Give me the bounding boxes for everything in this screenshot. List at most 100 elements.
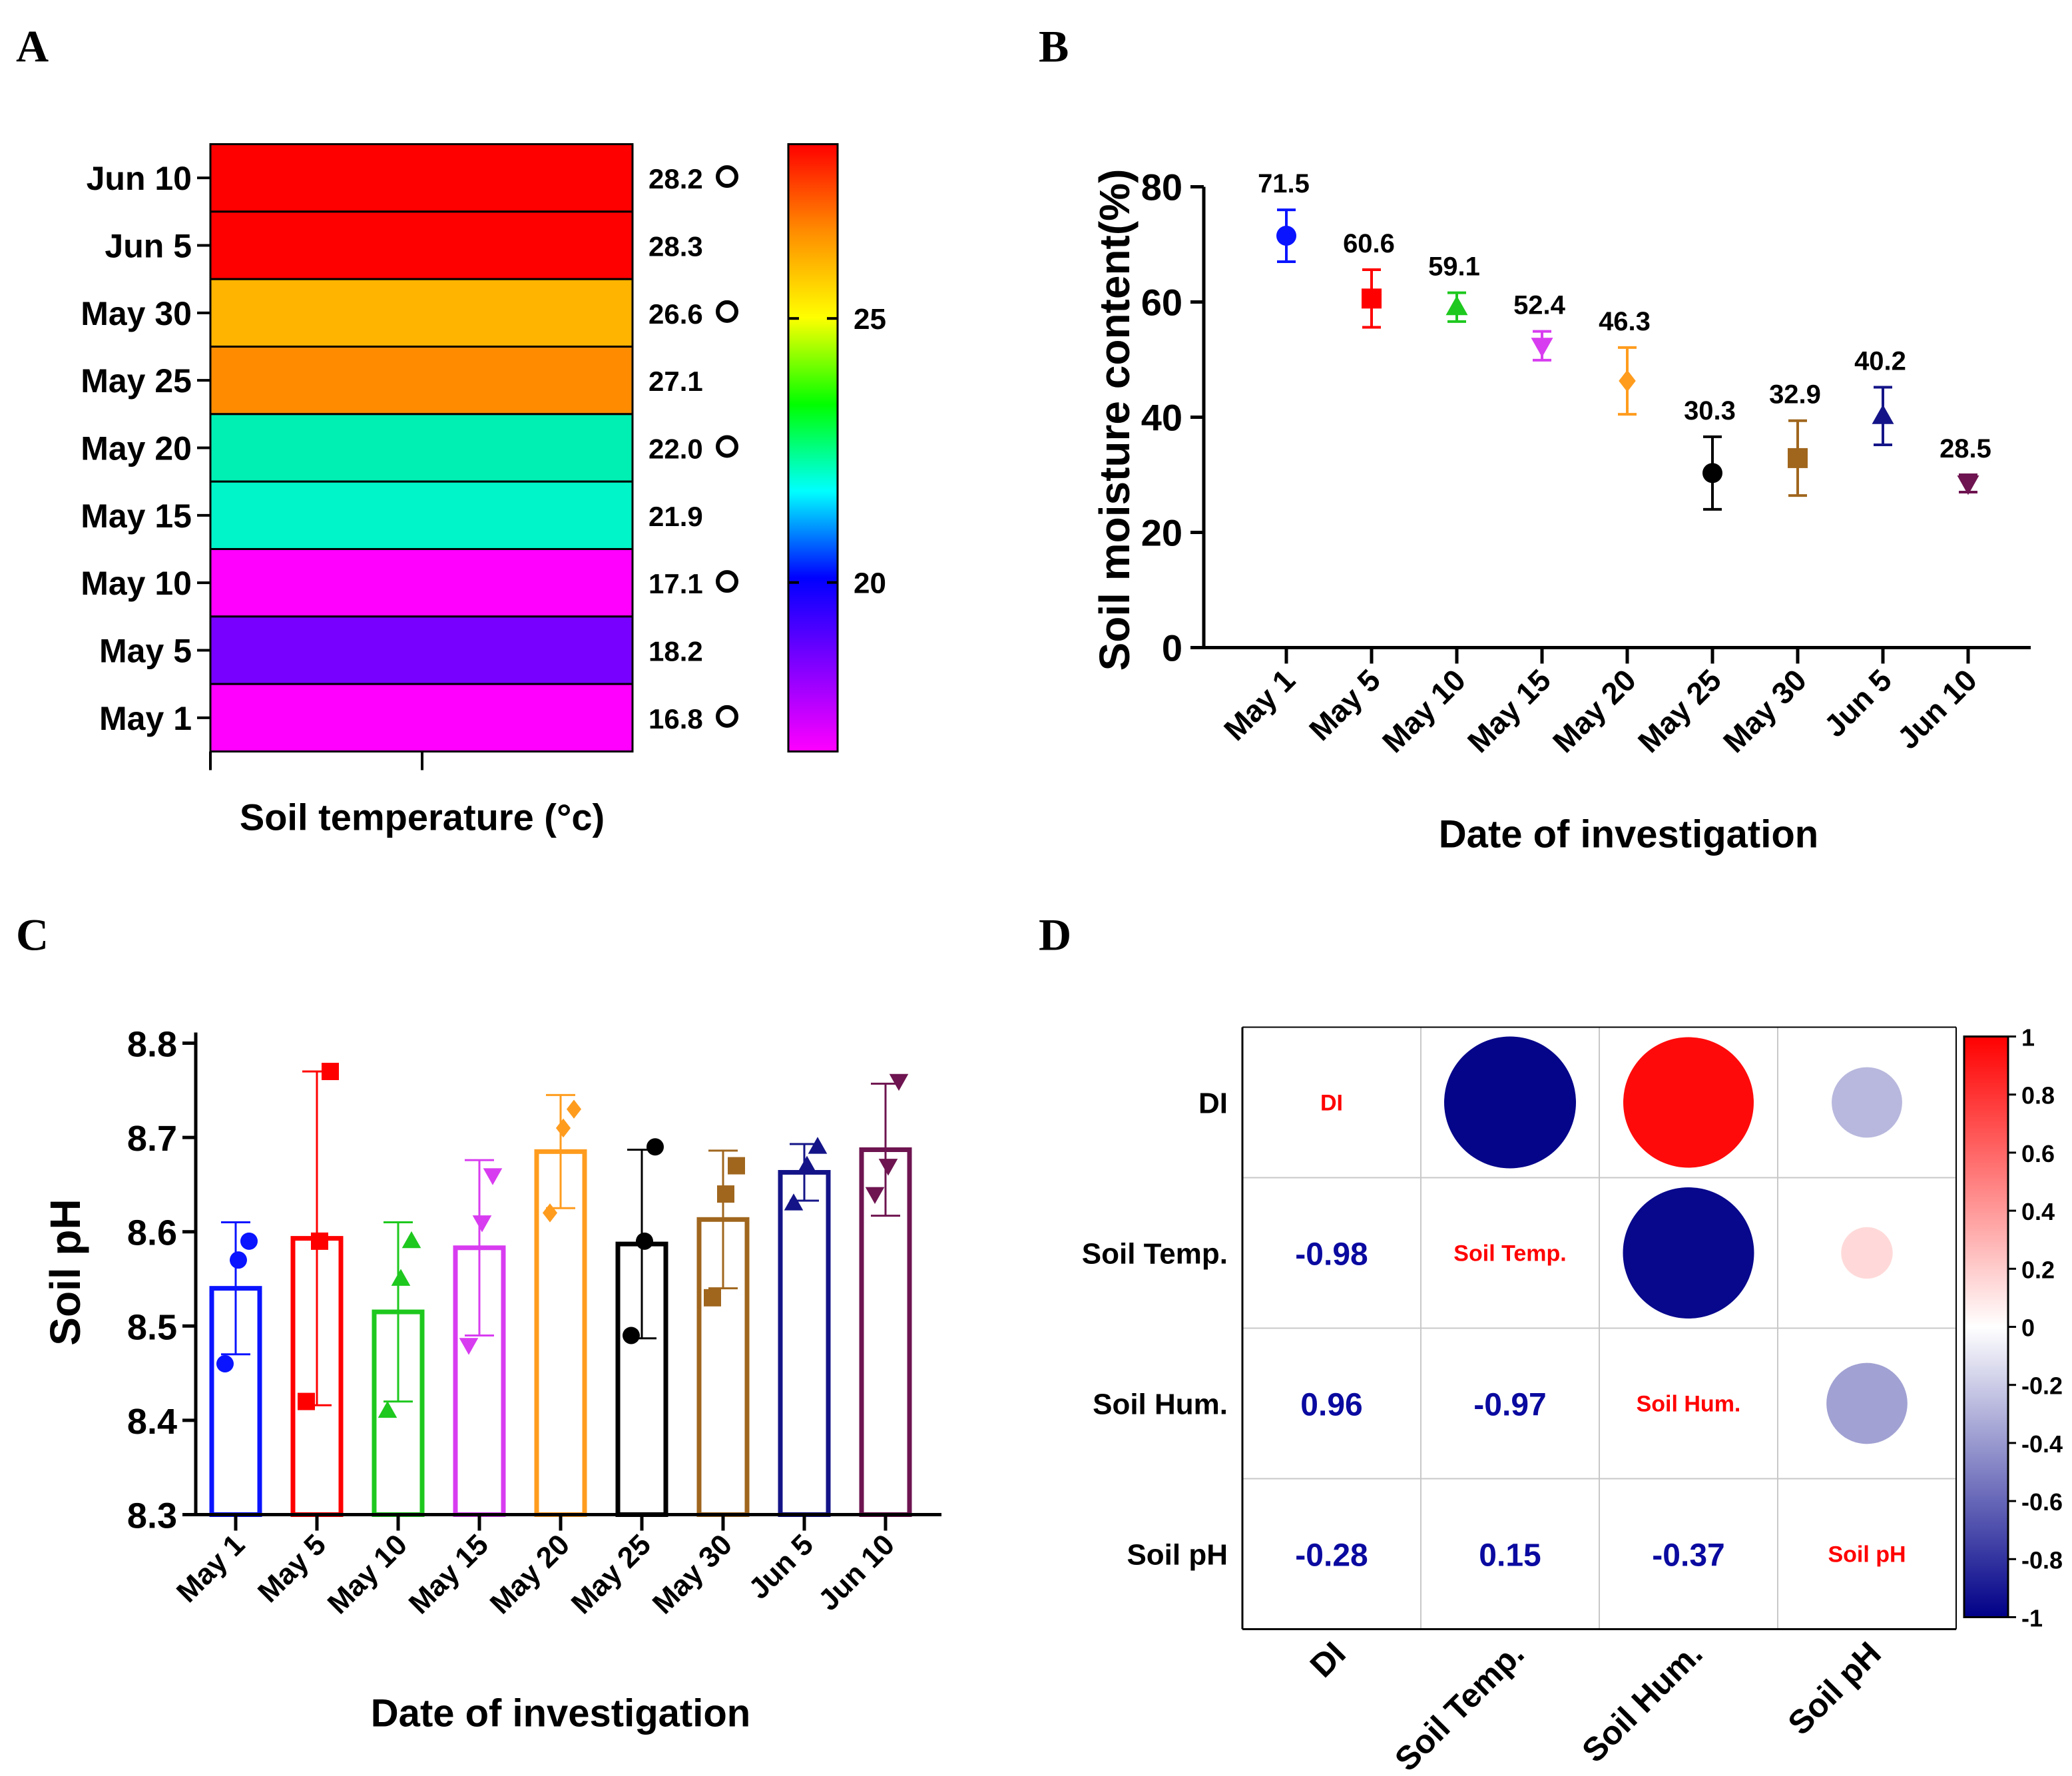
significance-circle-icon (716, 435, 738, 458)
data-point (1957, 475, 1979, 495)
value-label: 18.2 (648, 636, 703, 667)
y-axis-title: Soil pH (41, 1199, 89, 1345)
y-tick-label: May 5 (99, 633, 192, 670)
value-label: 22.0 (648, 434, 703, 465)
correlation-value: 0.15 (1479, 1538, 1541, 1574)
y-tick-label: 80 (1141, 166, 1182, 208)
y-tick-label: May 15 (81, 497, 192, 535)
diagonal-label: Soil Hum. (1637, 1392, 1741, 1417)
data-label: 46.3 (1599, 307, 1651, 336)
correlation-circle (1444, 1036, 1576, 1169)
correlation-circle (1832, 1067, 1902, 1138)
row-label: Soil Hum. (1093, 1388, 1228, 1421)
y-tick-label: 60 (1141, 282, 1182, 324)
data-label: 59.1 (1428, 252, 1480, 282)
heat-cell (209, 548, 634, 618)
colorbar-tick-label: 0.6 (2021, 1140, 2055, 1167)
data-point (1276, 226, 1296, 246)
x-tick-label: May 1 (170, 1528, 251, 1609)
row-label: Soil Temp. (1082, 1238, 1228, 1271)
colorbar-tick-label: 0.4 (2021, 1198, 2055, 1225)
value-label: 26.6 (648, 298, 703, 330)
replicate-point (483, 1168, 503, 1185)
x-tick-label: May 25 (565, 1528, 657, 1620)
heat-cell (209, 683, 634, 752)
replicate-point (797, 1155, 817, 1173)
colorbar-tick-label: 0.2 (2021, 1256, 2055, 1283)
data-point (1445, 296, 1468, 316)
colorbar-tick-label: -0.8 (2021, 1546, 2063, 1574)
data-label: 71.5 (1258, 169, 1310, 198)
replicate-point (240, 1232, 258, 1250)
heat-cell (209, 615, 634, 685)
correlation-circle (1841, 1227, 1893, 1279)
replicate-point (555, 1118, 571, 1138)
colorbar-tick-label: -0.4 (2021, 1430, 2063, 1458)
replicate-point (311, 1232, 328, 1250)
data-point (1788, 447, 1808, 468)
x-tick-label: Jun 10 (812, 1528, 901, 1617)
x-axis-title: Date of investigation (1439, 813, 1818, 856)
significance-circle-icon (716, 570, 738, 593)
replicate-point (391, 1269, 411, 1286)
replicate-point (728, 1157, 745, 1175)
replicate-point (647, 1138, 664, 1156)
replicate-point (865, 1187, 885, 1205)
heat-cell (209, 143, 634, 213)
replicate-point (230, 1251, 247, 1269)
value-label: 21.9 (648, 501, 703, 532)
heat-cell (209, 346, 634, 416)
replicate-point (808, 1137, 828, 1154)
x-tick-label: May 15 (1461, 663, 1557, 759)
heat-cell (209, 210, 634, 280)
value-label: 16.8 (648, 703, 703, 735)
replicate-point (636, 1232, 653, 1250)
replicate-point (472, 1215, 492, 1233)
significance-circle-icon (716, 705, 738, 728)
row-label: Soil pH (1127, 1539, 1228, 1572)
col-label: DI (1303, 1635, 1353, 1685)
colorbar-tick-label: -0.2 (2021, 1372, 2063, 1400)
x-tick-label: May 5 (1302, 663, 1387, 747)
replicate-point (459, 1338, 479, 1355)
x-tick-label: May 30 (1716, 663, 1813, 759)
heat-cell (209, 278, 634, 348)
x-tick-label: May 20 (1546, 663, 1643, 759)
y-tick-label: Jun 5 (105, 228, 192, 265)
significance-circle-icon (716, 165, 738, 188)
data-point (1702, 463, 1722, 483)
correlation-value: -0.98 (1295, 1237, 1368, 1273)
replicate-point (216, 1354, 234, 1372)
colorbar-tick-label: -0.6 (2021, 1488, 2063, 1516)
panel-letter-d: D (1039, 910, 1071, 960)
correlation-value: -0.97 (1473, 1388, 1546, 1423)
x-tick-label: Jun 10 (1890, 663, 1983, 756)
data-point (1619, 370, 1636, 392)
replicate-point (566, 1099, 582, 1119)
y-tick-label: May 1 (99, 700, 192, 737)
y-tick-label: Jun 10 (87, 160, 192, 197)
x-tick-label: May 15 (403, 1528, 495, 1620)
colorbar (1963, 1036, 2009, 1618)
y-tick-label: May 10 (81, 565, 192, 602)
replicate-point (878, 1159, 898, 1176)
x-tick-label: May 25 (1631, 663, 1728, 759)
y-tick-label: 20 (1141, 512, 1182, 554)
x-tick-label: Jun 5 (1817, 663, 1898, 744)
col-label: Soil pH (1780, 1635, 1888, 1742)
y-tick-label: 40 (1141, 397, 1182, 439)
correlation-value: -0.37 (1652, 1538, 1724, 1574)
replicate-point (623, 1327, 640, 1344)
diagonal-label: DI (1320, 1091, 1343, 1116)
x-tick-label: May 30 (647, 1528, 738, 1620)
y-tick-label: 8.5 (127, 1307, 177, 1347)
data-point (1531, 338, 1553, 358)
y-tick-label: 8.3 (127, 1496, 177, 1536)
correlation-circle (1623, 1187, 1754, 1319)
colorbar-tick-label: 0 (2021, 1315, 2035, 1342)
x-axis-title: Soil temperature (°c) (240, 796, 605, 838)
x-tick-label: May 10 (322, 1528, 413, 1620)
data-label: 32.9 (1769, 380, 1821, 410)
data-label: 28.5 (1940, 434, 1991, 463)
